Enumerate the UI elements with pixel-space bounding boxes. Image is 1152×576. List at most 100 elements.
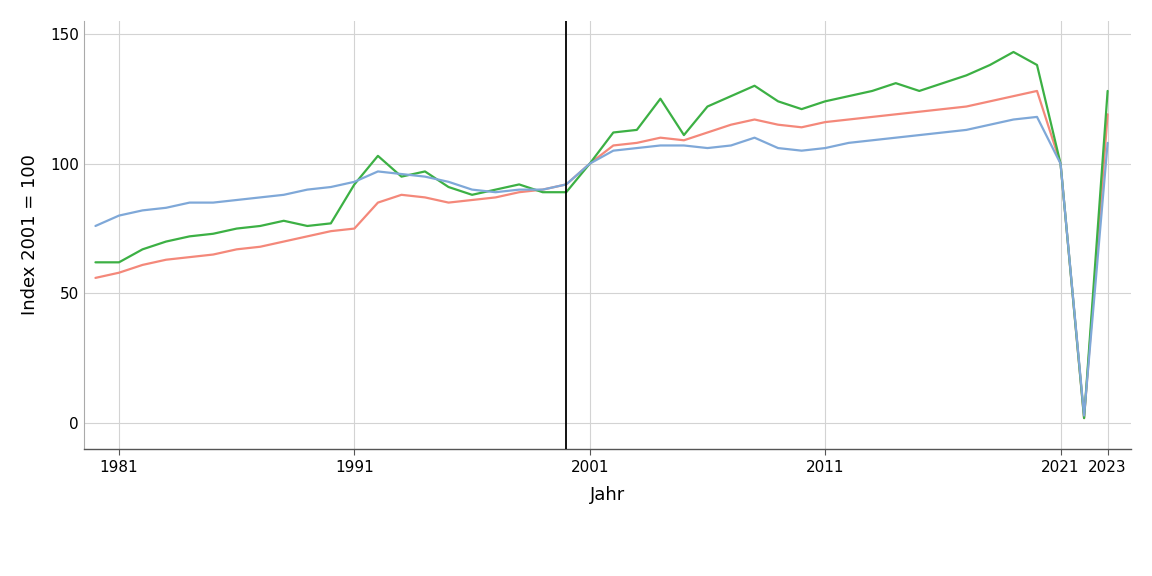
Bezirk LA (488, 194, 502, 201)
X-axis label: Jahr: Jahr (590, 486, 626, 504)
Tirol (700, 145, 714, 151)
Tirol (136, 207, 150, 214)
Tirol (583, 160, 597, 167)
Kappl (818, 98, 832, 105)
Bezirk LA (324, 228, 338, 234)
Kappl (960, 72, 973, 79)
Bezirk LA (348, 225, 362, 232)
Tirol (983, 121, 996, 128)
Kappl (276, 217, 290, 224)
Bezirk LA (960, 103, 973, 110)
Bezirk LA (253, 243, 267, 250)
Bezirk LA (818, 119, 832, 126)
Bezirk LA (206, 251, 220, 258)
Bezirk LA (583, 160, 597, 167)
Tirol (488, 189, 502, 196)
Tirol (229, 196, 243, 203)
Bezirk LA (159, 256, 173, 263)
Tirol (276, 191, 290, 198)
Y-axis label: Index 2001 = 100: Index 2001 = 100 (21, 154, 39, 316)
Tirol (1100, 139, 1114, 146)
Kappl (771, 98, 785, 105)
Bezirk LA (677, 137, 691, 144)
Bezirk LA (441, 199, 455, 206)
Bezirk LA (276, 238, 290, 245)
Kappl (653, 95, 667, 102)
Bezirk LA (394, 191, 408, 198)
Kappl (513, 181, 526, 188)
Tirol (536, 186, 550, 193)
Kappl (441, 184, 455, 191)
Bezirk LA (183, 253, 197, 260)
Kappl (371, 153, 385, 160)
Bezirk LA (465, 196, 479, 203)
Kappl (865, 88, 879, 94)
Bezirk LA (912, 108, 926, 115)
Kappl (229, 225, 243, 232)
Tirol (560, 181, 574, 188)
Bezirk LA (1077, 415, 1091, 422)
Bezirk LA (112, 269, 126, 276)
Kappl (935, 79, 949, 86)
Bezirk LA (842, 116, 856, 123)
Kappl (536, 189, 550, 196)
Tirol (159, 204, 173, 211)
Kappl (700, 103, 714, 110)
Tirol (441, 179, 455, 185)
Tirol (1077, 412, 1091, 419)
Kappl (1054, 160, 1068, 167)
Kappl (418, 168, 432, 175)
Kappl (1100, 88, 1114, 94)
Bezirk LA (653, 134, 667, 141)
Bezirk LA (606, 142, 620, 149)
Kappl (560, 189, 574, 196)
Tirol (677, 142, 691, 149)
Bezirk LA (1100, 111, 1114, 118)
Tirol (865, 137, 879, 144)
Kappl (842, 93, 856, 100)
Bezirk LA (1054, 160, 1068, 167)
Tirol (301, 186, 314, 193)
Kappl (183, 233, 197, 240)
Tirol (348, 179, 362, 185)
Tirol (183, 199, 197, 206)
Kappl (677, 132, 691, 139)
Tirol (1054, 160, 1068, 167)
Bezirk LA (771, 121, 785, 128)
Tirol (960, 127, 973, 134)
Bezirk LA (89, 274, 103, 281)
Bezirk LA (983, 98, 996, 105)
Tirol (465, 186, 479, 193)
Kappl (159, 238, 173, 245)
Tirol (771, 145, 785, 151)
Tirol (912, 132, 926, 139)
Tirol (1007, 116, 1021, 123)
Kappl (394, 173, 408, 180)
Tirol (748, 134, 761, 141)
Bezirk LA (795, 124, 809, 131)
Tirol (89, 222, 103, 229)
Kappl (748, 82, 761, 89)
Kappl (136, 246, 150, 253)
Tirol (653, 142, 667, 149)
Kappl (465, 191, 479, 198)
Tirol (206, 199, 220, 206)
Kappl (206, 230, 220, 237)
Bezirk LA (700, 129, 714, 136)
Bezirk LA (301, 233, 314, 240)
Bezirk LA (1030, 88, 1044, 94)
Kappl (583, 160, 597, 167)
Kappl (725, 93, 738, 100)
Kappl (889, 79, 903, 86)
Tirol (889, 134, 903, 141)
Bezirk LA (536, 186, 550, 193)
Bezirk LA (229, 246, 243, 253)
Kappl (912, 88, 926, 94)
Bezirk LA (630, 139, 644, 146)
Bezirk LA (418, 194, 432, 201)
Kappl (324, 220, 338, 227)
Tirol (513, 186, 526, 193)
Tirol (935, 129, 949, 136)
Kappl (301, 222, 314, 229)
Tirol (253, 194, 267, 201)
